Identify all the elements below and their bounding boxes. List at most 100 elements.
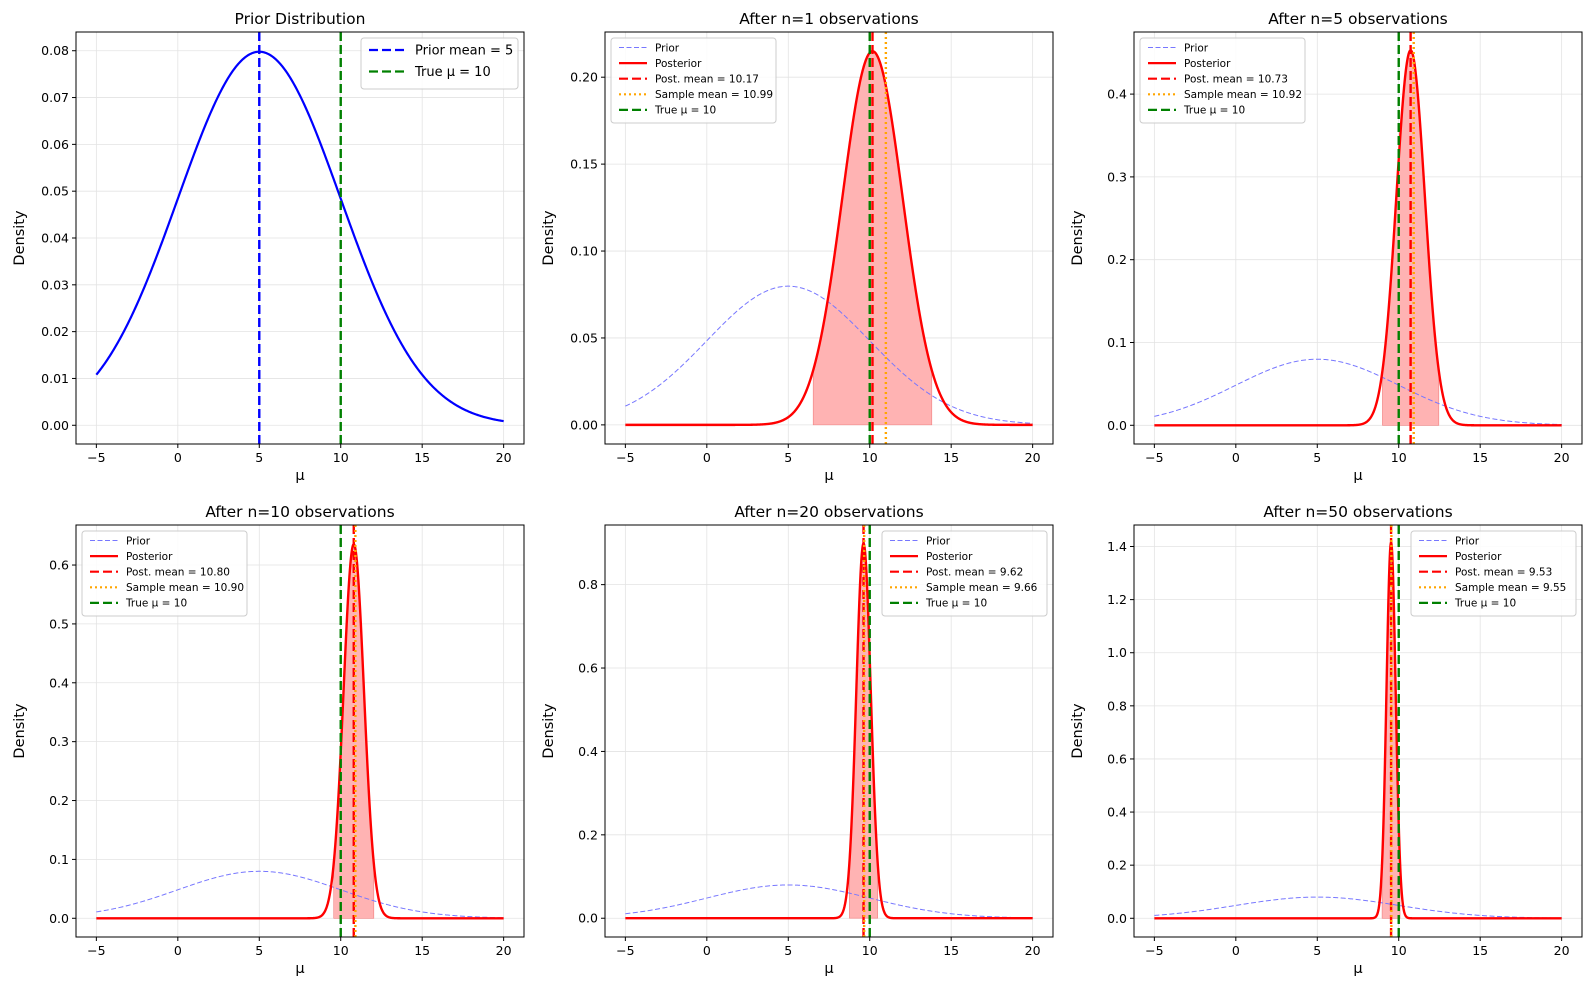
x-axis-label: μ bbox=[824, 961, 833, 977]
axes-frame bbox=[604, 31, 1054, 445]
x-tick-label: 20 bbox=[1025, 450, 1041, 465]
legend-label: Sample mean = 10.99 bbox=[655, 89, 773, 101]
y-tick-label: 0.05 bbox=[41, 184, 69, 199]
x-axis: −5 0 5 10 15 20 bbox=[1145, 444, 1570, 465]
y-tick-label: 0.2 bbox=[578, 827, 598, 842]
legend: Prior Posterior Post. mean = 10.73 Sample m… bbox=[1139, 37, 1306, 124]
x-tick-label: 5 bbox=[255, 943, 263, 958]
y-tick-label: 1.4 bbox=[1107, 539, 1127, 554]
legend-label: Sample mean = 9.55 bbox=[1455, 582, 1566, 594]
x-tick-label: −5 bbox=[616, 450, 634, 465]
x-tick-label: 15 bbox=[1472, 943, 1488, 958]
posterior-credible-fill bbox=[1382, 50, 1440, 426]
legend-label: Posterior bbox=[1455, 551, 1502, 563]
y-axis-label: Density bbox=[541, 703, 557, 759]
prior-curve bbox=[95, 50, 504, 423]
legend-label: Posterior bbox=[655, 58, 702, 70]
x-tick-label: 20 bbox=[1025, 943, 1041, 958]
y-tick-label: 0.1 bbox=[1107, 335, 1127, 350]
y-tick-label: 0.6 bbox=[1107, 751, 1127, 766]
y-axis: 0.0 0.1 0.2 0.3 0.4 0.5 0.6 bbox=[49, 558, 76, 926]
y-tick-label: 0.05 bbox=[570, 330, 598, 345]
x-axis: −5 0 5 10 15 20 bbox=[87, 444, 512, 465]
y-axis: 0.00 0.05 0.10 0.15 0.20 bbox=[570, 70, 605, 432]
legend-label: Posterior bbox=[1184, 58, 1231, 70]
subplot-title: After n=10 observations bbox=[205, 503, 394, 521]
legend-label: Prior bbox=[1455, 535, 1480, 547]
legend-label: Posterior bbox=[126, 551, 173, 563]
x-tick-label: 10 bbox=[333, 450, 349, 465]
y-axis-label: Density bbox=[12, 210, 28, 266]
prior-curve bbox=[1154, 896, 1562, 919]
subplot-5: −5 0 5 10 15 20 0.0 0.2 0.4 0.6 0.8 After n=20 obse… bbox=[541, 503, 1054, 977]
x-tick-label: 10 bbox=[862, 943, 878, 958]
legend-label: Prior bbox=[1184, 42, 1209, 54]
subplot-6: −5 0 5 10 15 20 0.0 0.2 0.4 0.6 0.8 1.0 1.2 1.4 After … bbox=[1070, 503, 1583, 977]
y-axis-label: Density bbox=[541, 210, 557, 266]
x-tick-label: 15 bbox=[1472, 450, 1488, 465]
plot-area bbox=[625, 32, 1033, 444]
y-tick-label: 0.15 bbox=[570, 157, 598, 172]
plot-area bbox=[95, 32, 504, 444]
x-axis: −5 0 5 10 15 20 bbox=[616, 937, 1041, 958]
legend-label: Prior bbox=[126, 535, 151, 547]
x-tick-label: 20 bbox=[496, 450, 512, 465]
y-tick-label: 0.0 bbox=[578, 911, 598, 926]
y-tick-label: 0.00 bbox=[570, 417, 598, 432]
subplot-1: −5 0 5 10 15 200.000.010.020.030.040.050.060.… bbox=[12, 10, 525, 484]
plot-area bbox=[1154, 32, 1562, 444]
legend-label: Post. mean = 10.73 bbox=[1184, 73, 1288, 85]
y-tick-label: 0.0 bbox=[1107, 911, 1127, 926]
y-tick-label: 0.0 bbox=[49, 911, 69, 926]
plot-area bbox=[96, 525, 504, 937]
legend-label: Post. mean = 9.53 bbox=[1455, 566, 1552, 578]
x-axis: −5 0 5 10 15 20 bbox=[87, 937, 512, 958]
legend-label: True μ = 10 bbox=[925, 598, 987, 610]
legend-frame bbox=[1410, 530, 1577, 617]
x-axis-label: μ bbox=[1353, 961, 1362, 977]
legend-label: True μ = 10 bbox=[125, 598, 187, 610]
x-tick-label: 10 bbox=[1391, 450, 1407, 465]
x-tick-label: 0 bbox=[1232, 943, 1240, 958]
x-tick-label: −5 bbox=[616, 943, 634, 958]
y-tick-label: 0.01 bbox=[41, 371, 69, 386]
x-tick-label: 5 bbox=[784, 943, 792, 958]
posterior-curve bbox=[1154, 49, 1562, 427]
x-tick-label: 0 bbox=[174, 943, 182, 958]
x-tick-label: −5 bbox=[87, 943, 105, 958]
y-tick-label: 0.08 bbox=[41, 43, 69, 58]
x-tick-label: 0 bbox=[703, 943, 711, 958]
legend-label: Post. mean = 10.17 bbox=[655, 73, 759, 85]
posterior-credible-fill bbox=[812, 50, 933, 426]
prior-curve bbox=[625, 285, 1033, 424]
subplot-title: Prior Distribution bbox=[235, 10, 366, 28]
y-tick-label: 0.02 bbox=[41, 324, 69, 339]
y-axis: 0.0 0.2 0.4 0.6 0.8 1.0 1.2 1.4 bbox=[1107, 539, 1134, 926]
legend-label: True μ = 10 bbox=[1454, 598, 1516, 610]
y-axis-label: Density bbox=[1070, 703, 1086, 759]
legend-label: True μ = 10 bbox=[654, 105, 716, 117]
x-axis-label: μ bbox=[295, 961, 304, 977]
x-tick-label: 5 bbox=[1313, 943, 1321, 958]
x-tick-label: −5 bbox=[1145, 450, 1163, 465]
x-tick-label: 20 bbox=[496, 943, 512, 958]
x-tick-label: −5 bbox=[87, 450, 105, 465]
x-axis-label: μ bbox=[824, 468, 833, 484]
x-tick-label: 15 bbox=[414, 943, 430, 958]
x-tick-label: 0 bbox=[174, 450, 182, 465]
y-tick-label: 0.20 bbox=[570, 70, 598, 85]
x-tick-label: 5 bbox=[255, 450, 263, 465]
subplot-title: After n=50 observations bbox=[1263, 503, 1452, 521]
x-tick-label: 5 bbox=[1313, 450, 1321, 465]
legend-label: Prior mean = 5 bbox=[415, 44, 513, 59]
y-tick-label: 0.4 bbox=[1107, 805, 1127, 820]
legend-label: True μ = 10 bbox=[1183, 105, 1245, 117]
legend-label: Prior bbox=[655, 42, 680, 54]
y-tick-label: 0.3 bbox=[1107, 169, 1127, 184]
y-axis-label: Density bbox=[12, 703, 28, 759]
y-tick-label: 0.6 bbox=[578, 661, 598, 676]
y-axis: 0.0 0.1 0.2 0.3 0.4 bbox=[1107, 87, 1134, 433]
posterior-curve bbox=[625, 50, 1033, 427]
legend-label: Post. mean = 10.80 bbox=[126, 566, 230, 578]
prior-curve bbox=[1154, 358, 1562, 426]
